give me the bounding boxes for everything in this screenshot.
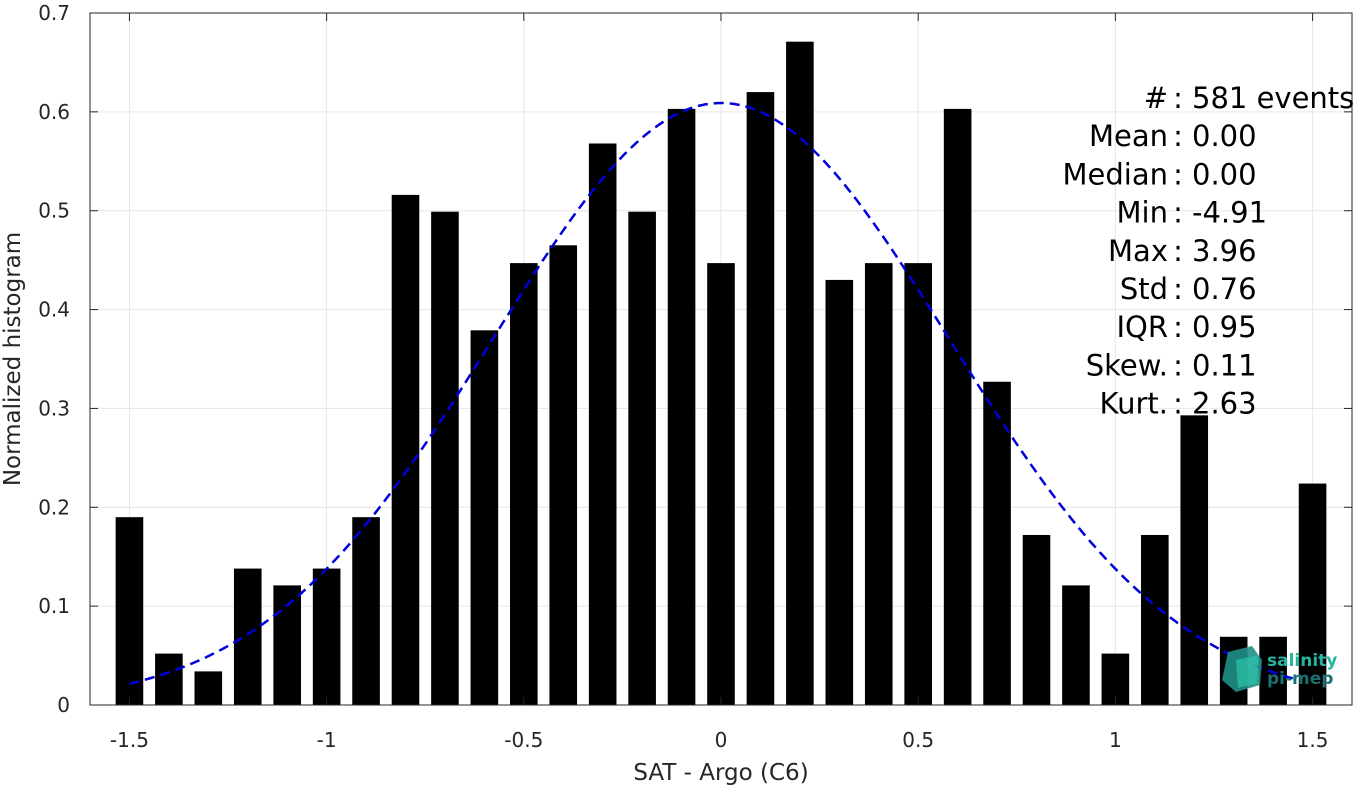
stat-value: 2.63 (1192, 387, 1257, 421)
x-tick-label: 0 (715, 728, 728, 752)
stat-separator: : (1173, 119, 1183, 153)
stat-label: Median (1063, 157, 1168, 191)
histogram-bar (510, 263, 538, 705)
stat-value: 3.96 (1192, 234, 1257, 268)
histogram-bar (1062, 585, 1090, 705)
y-tick-label: 0.6 (38, 100, 70, 124)
stat-separator: : (1173, 348, 1183, 382)
histogram-bar (470, 330, 499, 705)
histogram-bar (707, 263, 735, 705)
histogram-bar (273, 585, 301, 705)
histogram-bar (233, 568, 262, 705)
stat-separator: : (1173, 234, 1183, 268)
histogram-bar (904, 263, 932, 705)
histogram-bar (1259, 636, 1287, 705)
stat-label: Std (1120, 272, 1168, 306)
logo-cube-face (1236, 655, 1258, 688)
x-tick-label: 1 (1109, 728, 1122, 752)
histogram-bar (864, 263, 893, 705)
y-tick-label: 0.3 (38, 396, 70, 420)
histogram-bar (1141, 534, 1169, 705)
histogram-bar (588, 143, 617, 705)
x-tick-label: -0.5 (504, 728, 543, 752)
histogram-bar (825, 279, 854, 705)
stat-label: Mean (1089, 119, 1168, 153)
y-tick-label: 0 (57, 693, 70, 717)
logo-line1: salinity (1267, 651, 1337, 671)
y-axis-label: Normalized histogram (0, 232, 26, 486)
histogram-bar (746, 92, 775, 706)
stat-label: Max (1108, 234, 1168, 268)
histogram-bar (391, 194, 420, 705)
histogram-bar (431, 211, 459, 705)
y-tick-label: 0.5 (38, 199, 70, 223)
stat-value: -4.91 (1192, 196, 1267, 230)
histogram-bar (1180, 415, 1209, 705)
x-axis-ticks: -1.5 -1 -0.5 0 0.5 1 1.5 (110, 13, 1329, 752)
stat-separator: : (1173, 310, 1183, 344)
stat-value: 0.00 (1192, 157, 1257, 191)
histogram-bar (194, 671, 223, 705)
salinity-pi-mep-logo: salinity pi-mep (1222, 646, 1337, 692)
y-tick-label: 0.2 (38, 495, 70, 519)
stat-separator: : (1173, 387, 1183, 421)
histogram-bar (983, 381, 1011, 705)
bars (115, 41, 1327, 706)
histogram-bar (549, 245, 578, 706)
histogram-bar (1298, 483, 1327, 705)
histogram-bar (115, 517, 144, 705)
stat-value: 0.95 (1192, 310, 1257, 344)
histogram-bar (312, 568, 341, 705)
y-tick-label: 0.1 (38, 594, 70, 618)
stat-value: 0.76 (1192, 272, 1257, 306)
y-tick-label: 0.7 (38, 1, 70, 25)
histogram-bar (628, 211, 656, 705)
stat-label: Min (1117, 196, 1168, 230)
stat-separator: : (1173, 272, 1183, 306)
histogram-bar (155, 653, 183, 705)
stat-label: IQR (1116, 310, 1168, 344)
x-tick-label: 0.5 (902, 728, 934, 752)
stat-label: Skew. (1086, 348, 1168, 382)
stat-label: Kurt. (1100, 387, 1168, 421)
stat-value: 0.11 (1192, 348, 1257, 382)
histogram-bar (943, 108, 972, 706)
y-axis-ticks: 0 0.1 0.2 0.3 0.4 0.5 0.6 0.7 (38, 1, 1352, 717)
stat-separator: : (1173, 157, 1183, 191)
x-tick-label: -1 (317, 728, 337, 752)
stat-separator: : (1173, 196, 1183, 230)
normal-fit-curve (129, 101, 1294, 686)
x-tick-label: 1.5 (1297, 728, 1329, 752)
histogram-bar (1022, 534, 1051, 705)
histogram-bar (352, 517, 380, 705)
histogram-bar (786, 41, 814, 705)
stat-label: # (1144, 81, 1168, 115)
stat-value: 581 events (1192, 81, 1354, 115)
y-tick-label: 0.4 (38, 298, 70, 322)
grid-lines (90, 12, 1352, 706)
stat-value: 0.00 (1192, 119, 1257, 153)
histogram-bar (1101, 653, 1130, 705)
x-tick-label: -1.5 (110, 728, 149, 752)
histogram-bar (667, 108, 696, 706)
x-axis-label: SAT - Argo (C6) (633, 760, 808, 786)
stat-separator: : (1173, 81, 1183, 115)
logo-line2: pi-mep (1267, 669, 1333, 689)
